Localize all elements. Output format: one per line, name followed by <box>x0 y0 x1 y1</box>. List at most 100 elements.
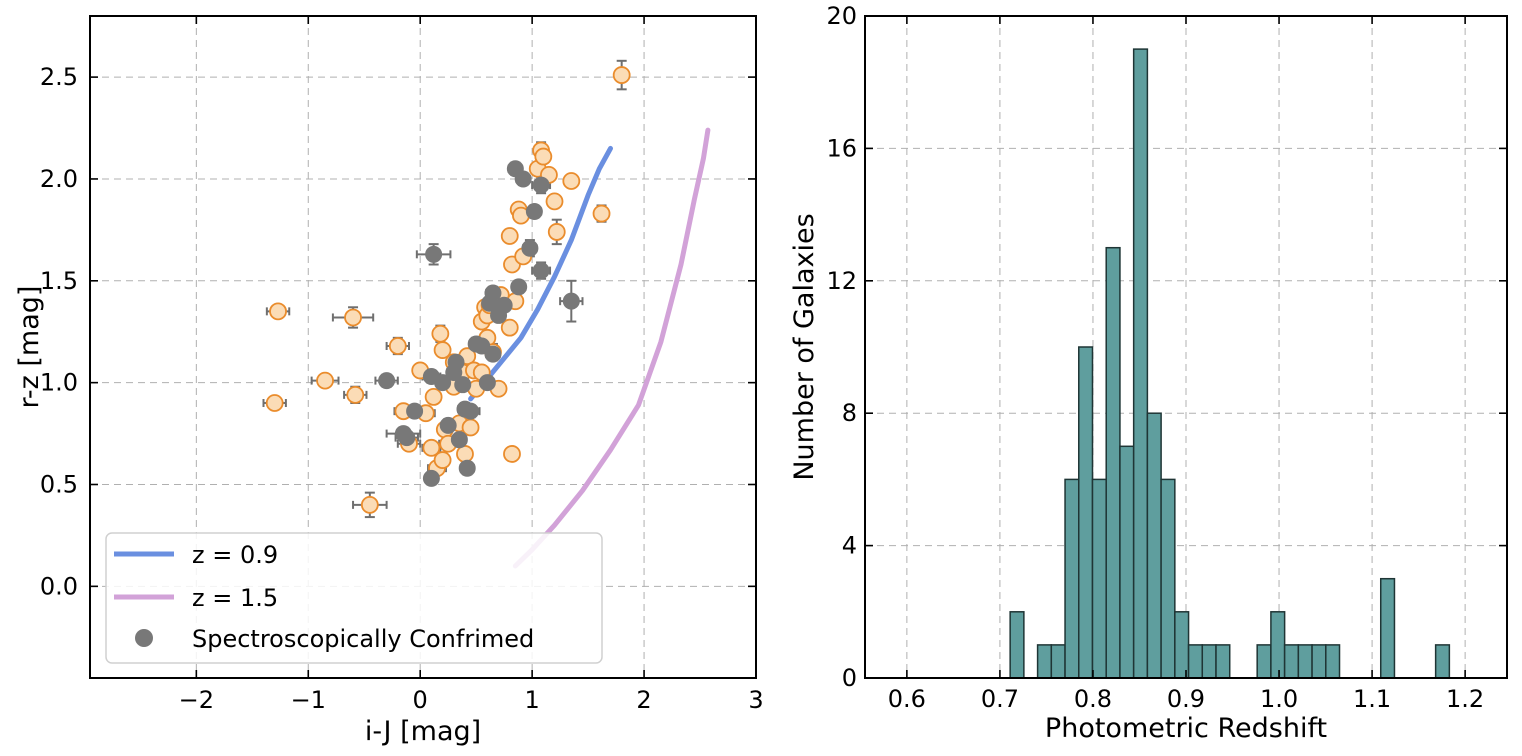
scatter-x-tick-label: 2 <box>636 686 651 714</box>
histogram-bar <box>1256 644 1272 679</box>
spectroscopic-point <box>458 459 476 477</box>
histogram-x-tick-label: 1.1 <box>1353 685 1391 713</box>
histogram-x-tick-label: 0.6 <box>888 685 926 713</box>
spectroscopic-point <box>378 372 396 390</box>
histogram-bars <box>1009 48 1451 679</box>
photometric-member-point <box>269 302 287 321</box>
histogram-bar <box>1174 611 1190 679</box>
histogram-y-tick-label: 20 <box>826 2 857 30</box>
scatter-points <box>265 66 631 514</box>
spectroscopic-point <box>525 203 543 221</box>
photometric-member-point <box>431 324 450 343</box>
scatter-x-tick-label: 1 <box>524 686 539 714</box>
histogram-bar <box>1201 644 1217 679</box>
legend-marker-spec <box>135 629 153 647</box>
photometric-member-point <box>562 172 581 190</box>
spectroscopic-point <box>447 353 465 371</box>
histogram-y-tick-label: 0 <box>842 664 857 692</box>
photometric-member-point <box>265 394 284 412</box>
photometric-member-point <box>534 147 553 166</box>
histogram-y-tick-label: 4 <box>842 532 857 560</box>
photometric-member-point <box>612 66 631 84</box>
spectroscopic-point <box>510 278 528 296</box>
histogram-bar <box>1187 644 1204 679</box>
photometric-member-point <box>500 227 519 245</box>
spectroscopic-point <box>532 176 550 194</box>
histogram-bar <box>1036 644 1053 679</box>
spectroscopic-point <box>398 429 416 447</box>
spectroscopic-point <box>406 402 424 420</box>
spectroscopic-point <box>434 374 452 392</box>
histogram-y-tick-label: 12 <box>826 267 857 295</box>
spectroscopic-point <box>462 402 480 420</box>
histogram-ticks: 0.6 0.7 0.8 0.9 1.0 1.1 1.2 0 4 8 12 16 20 <box>826 2 1507 713</box>
histogram-bar <box>1078 346 1094 679</box>
histogram-bar <box>1009 611 1025 679</box>
scatter-y-tick-label: 2.0 <box>40 165 78 193</box>
histogram-bar <box>1270 611 1286 679</box>
histogram-y-tick-label: 16 <box>826 134 857 162</box>
histogram-bar <box>1050 644 1066 679</box>
histogram-y-label: Number of Galaxies <box>789 213 820 480</box>
scatter-y-label: r-z [mag] <box>14 286 45 409</box>
color-color-scatter-panel: z = 0.9 z = 1.5 Spectroscopically Confri… <box>14 15 764 747</box>
legend-box <box>105 532 603 664</box>
spectroscopic-point <box>454 376 472 394</box>
spectroscopic-point <box>495 296 513 314</box>
photometric-member-point <box>424 388 443 406</box>
histogram-bar <box>1091 478 1107 679</box>
scatter-x-tick-label: −2 <box>179 686 214 714</box>
photometric-member-point <box>388 337 407 355</box>
scatter-y-tick-label: 1.5 <box>40 267 78 295</box>
histogram-bar <box>1105 246 1121 679</box>
photometric-member-point <box>456 445 474 463</box>
histogram-bar <box>1283 644 1300 679</box>
photometric-member-point <box>422 438 441 457</box>
photometric-member-point <box>503 445 521 463</box>
scatter-y-tick-label: 0.0 <box>40 572 78 600</box>
histogram-y-tick-label: 8 <box>842 399 857 427</box>
histogram-bar <box>1064 478 1080 679</box>
histogram-bar <box>1434 644 1451 679</box>
histogram-x-tick-label: 0.7 <box>981 685 1019 713</box>
photometric-member-point <box>433 341 452 359</box>
redshift-histogram-panel: 0.6 0.7 0.8 0.9 1.0 1.1 1.2 0 4 8 12 16 20 Photometr… <box>789 2 1508 744</box>
scatter-frame <box>89 15 757 679</box>
spectroscopic-point <box>514 170 532 188</box>
scatter-x-tick-label: −1 <box>291 686 326 714</box>
histogram-x-label: Photometric Redshift <box>1045 713 1327 744</box>
legend: z = 0.9 z = 1.5 Spectroscopically Confri… <box>105 532 603 664</box>
scatter-ticks: −2 −1 0 1 2 3 0.0 0.5 1.0 1.5 2.0 2.5 <box>40 16 764 714</box>
spectroscopic-point <box>484 345 502 363</box>
spectroscopic-point <box>478 374 496 392</box>
photometric-member-point <box>346 385 365 404</box>
track-z15-line <box>512 127 711 569</box>
histogram-bar <box>1132 48 1149 679</box>
histogram-x-tick-label: 0.9 <box>1167 685 1205 713</box>
photometric-member-point <box>360 495 379 514</box>
track-z09-line <box>468 145 613 402</box>
photometric-member-point <box>316 371 334 390</box>
histogram-bar <box>1215 644 1231 679</box>
spectroscopic-point <box>521 239 539 257</box>
spectroscopic-point <box>562 292 580 310</box>
legend-label-z15: z = 1.5 <box>192 584 278 612</box>
histogram-x-tick-label: 1.0 <box>1260 685 1298 713</box>
spectroscopic-point <box>439 416 457 434</box>
photometric-member-point <box>461 418 480 437</box>
scatter-x-tick-label: 3 <box>748 686 763 714</box>
legend-label-z09: z = 0.9 <box>192 541 278 569</box>
histogram-x-tick-label: 1.2 <box>1446 685 1484 713</box>
scatter-y-tick-label: 0.5 <box>40 470 78 498</box>
histogram-bar <box>1325 644 1341 679</box>
redshift-tracks <box>468 127 711 569</box>
histogram-bar <box>1119 445 1135 679</box>
legend-label-spec: Spectroscopically Confrimed <box>192 625 534 653</box>
scatter-y-tick-label: 2.5 <box>40 63 78 91</box>
photometric-member-point <box>433 451 452 469</box>
histogram-x-tick-label: 0.8 <box>1074 685 1112 713</box>
histogram-bar <box>1311 644 1327 679</box>
spectroscopic-point <box>532 262 550 280</box>
spectroscopic-point <box>422 469 440 487</box>
